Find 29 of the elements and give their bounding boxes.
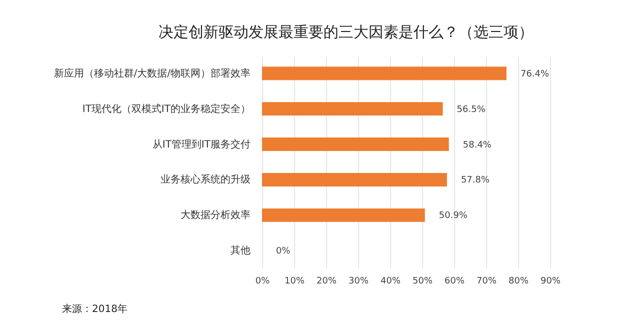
x-tick-label: 60% <box>444 276 465 286</box>
x-tick-label: 90% <box>540 276 561 286</box>
bar <box>262 138 449 152</box>
x-tick-label: 40% <box>380 276 401 286</box>
x-tick-label: 10% <box>284 276 305 286</box>
x-tick-label: 50% <box>412 276 433 286</box>
data-label: 0% <box>276 246 291 257</box>
y-tick-label: IT现代化（双模式IT的业务稳定安全） <box>82 102 250 115</box>
chart-title: 决定创新驱动发展最重要的三大因素是什么？（选三项） <box>158 23 534 41</box>
data-label: 76.4% <box>520 69 550 80</box>
data-label: 57.8% <box>460 176 490 186</box>
y-tick-label: 业务核心系统的升级 <box>160 174 250 186</box>
data-label: 58.4% <box>462 140 492 150</box>
data-label: 50.9% <box>438 211 468 222</box>
y-tick-label: 大数据分析效率 <box>180 209 250 222</box>
x-tick-label: 30% <box>348 276 369 286</box>
bar <box>262 66 506 80</box>
source-note: 来源：2018年 <box>62 302 128 316</box>
x-tick-label: 20% <box>316 276 337 286</box>
bar <box>262 208 425 222</box>
x-tick-label: 80% <box>508 276 529 286</box>
y-tick-label: 新应用（移动社群/大数据/物联网）部署效率 <box>54 67 250 80</box>
x-tick-label: 70% <box>476 276 497 286</box>
y-tick-label: 从IT管理到IT服务交付 <box>152 138 250 150</box>
y-tick-label: 其他 <box>230 244 250 257</box>
x-tick-label: 0% <box>255 276 270 286</box>
bar <box>262 102 443 116</box>
bar <box>262 172 447 186</box>
data-label: 56.5% <box>456 104 486 115</box>
